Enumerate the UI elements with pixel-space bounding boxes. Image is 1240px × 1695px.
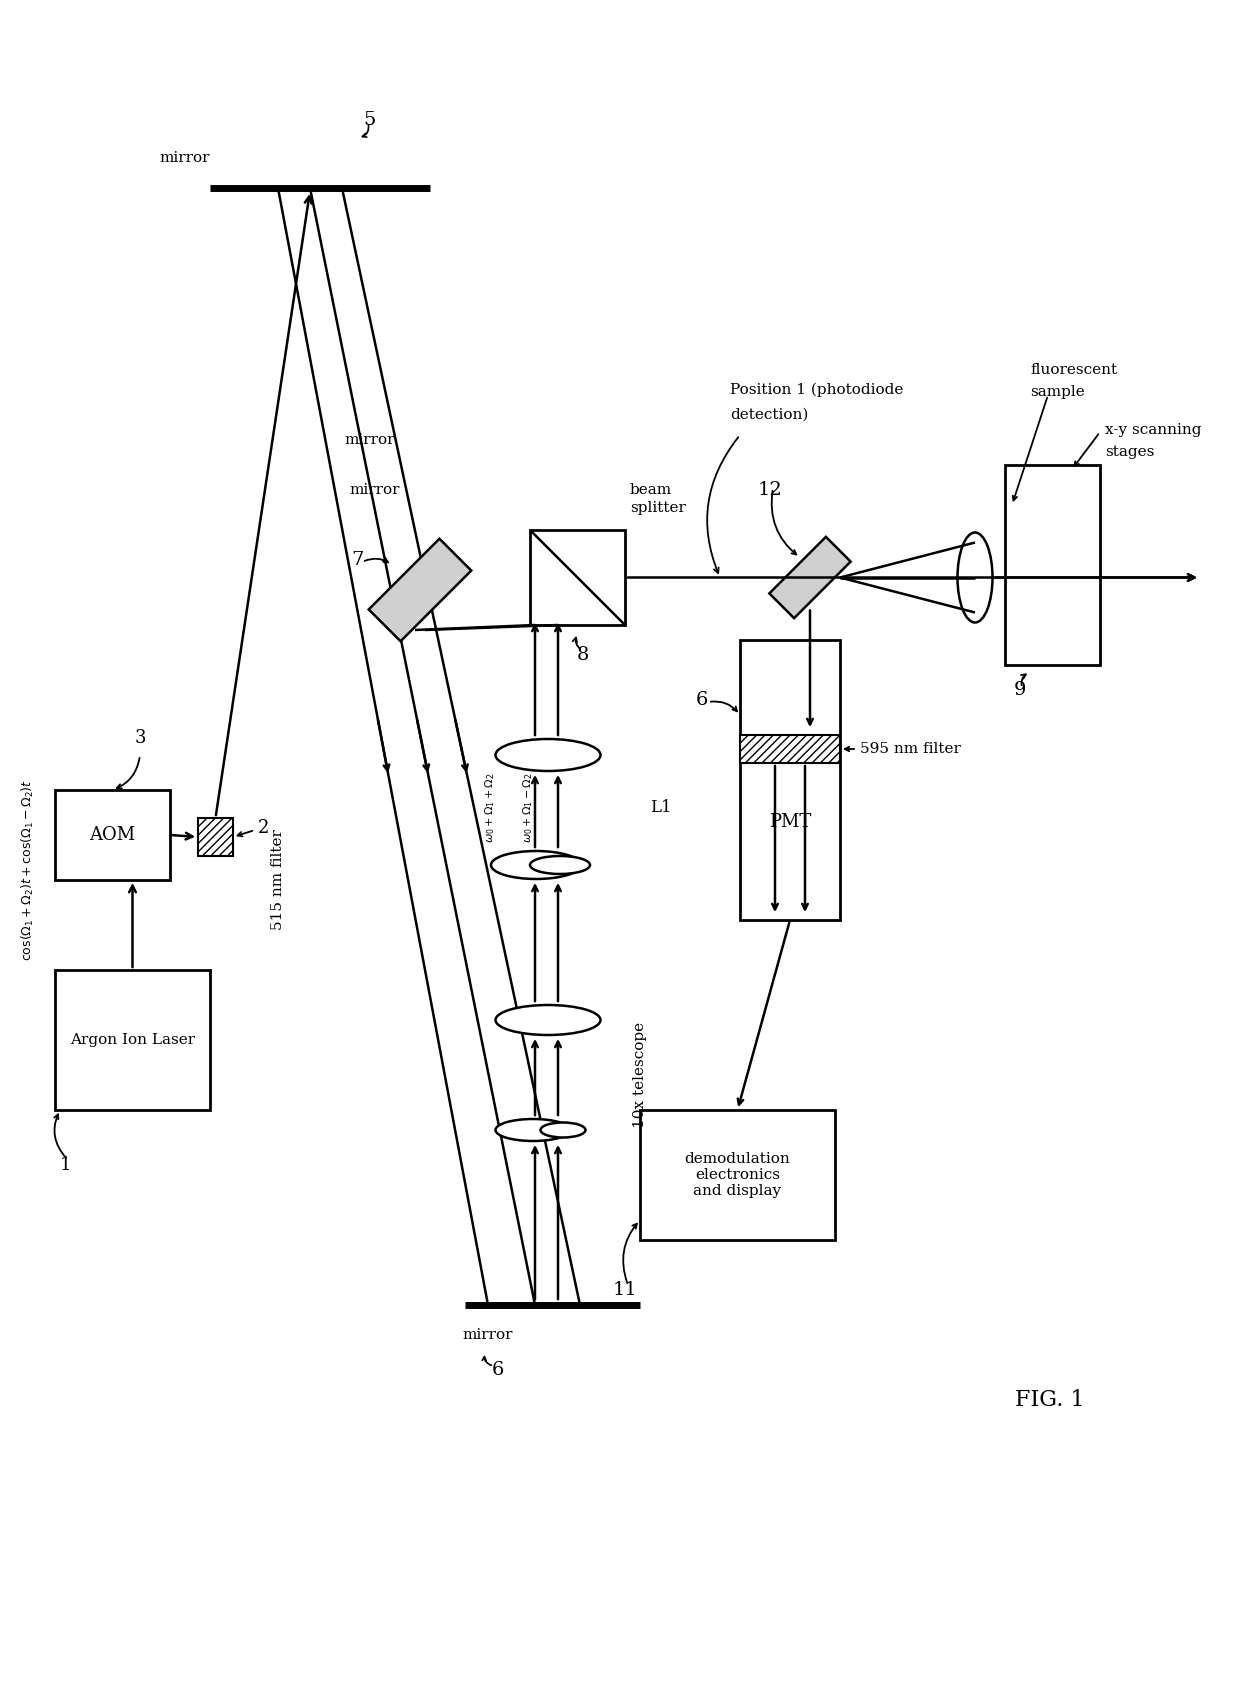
Ellipse shape [541,1122,585,1137]
Text: Argon Ion Laser: Argon Ion Laser [69,1032,195,1048]
Text: 6: 6 [696,692,708,709]
Bar [640,1110,835,1241]
Ellipse shape [496,1005,600,1036]
Text: 12: 12 [758,481,782,498]
Text: 8: 8 [577,646,589,664]
Text: 3: 3 [134,729,146,747]
Text: 10x telescope: 10x telescope [632,1022,647,1129]
Text: sample: sample [1030,385,1085,398]
Bar [740,641,839,920]
Text: 9: 9 [1014,681,1027,698]
Text: $\omega_0+\Omega_1-\Omega_2$: $\omega_0+\Omega_1-\Omega_2$ [521,773,534,842]
Text: mirror: mirror [350,483,401,497]
Text: $\cos(\Omega_1 + \Omega_2)t+\cos(\Omega_1-\Omega_2)t$: $\cos(\Omega_1 + \Omega_2)t+\cos(\Omega_… [20,780,36,961]
Text: mirror: mirror [463,1327,513,1342]
Text: 1: 1 [60,1156,71,1175]
Bar [368,539,471,641]
Text: mirror: mirror [160,151,211,164]
Text: AOM: AOM [89,825,135,844]
Text: L1: L1 [650,800,672,817]
Text: $\omega_0+\Omega_1+\Omega_2$: $\omega_0+\Omega_1+\Omega_2$ [484,773,497,842]
Bar [529,531,625,625]
Bar [1004,464,1100,664]
Bar [55,970,210,1110]
Text: 7: 7 [352,551,365,570]
Text: PMT: PMT [769,814,811,831]
Text: stages: stages [1105,446,1154,459]
Text: 2: 2 [258,819,269,837]
Ellipse shape [529,856,590,875]
Text: 6: 6 [492,1361,505,1380]
Ellipse shape [496,739,600,771]
Ellipse shape [491,851,582,880]
Text: detection): detection) [730,408,808,422]
Text: 515 nm filter: 515 nm filter [272,829,285,931]
Text: fluorescent: fluorescent [1030,363,1117,376]
Bar [769,537,851,619]
Text: FIG. 1: FIG. 1 [1016,1388,1085,1410]
Text: x-y scanning: x-y scanning [1105,424,1202,437]
Text: demodulation
electronics
and display: demodulation electronics and display [684,1153,790,1198]
Text: mirror: mirror [345,432,396,447]
Bar [55,790,170,880]
Ellipse shape [496,1119,570,1141]
Text: 595 nm filter: 595 nm filter [861,742,961,756]
Text: Position 1 (photodiode: Position 1 (photodiode [730,383,904,397]
Text: 11: 11 [613,1281,637,1298]
Ellipse shape [957,532,992,622]
Text: 5: 5 [363,110,376,129]
Text: beam: beam [630,483,672,497]
Bar [198,819,233,856]
Bar [740,736,839,763]
Text: splitter: splitter [630,502,686,515]
